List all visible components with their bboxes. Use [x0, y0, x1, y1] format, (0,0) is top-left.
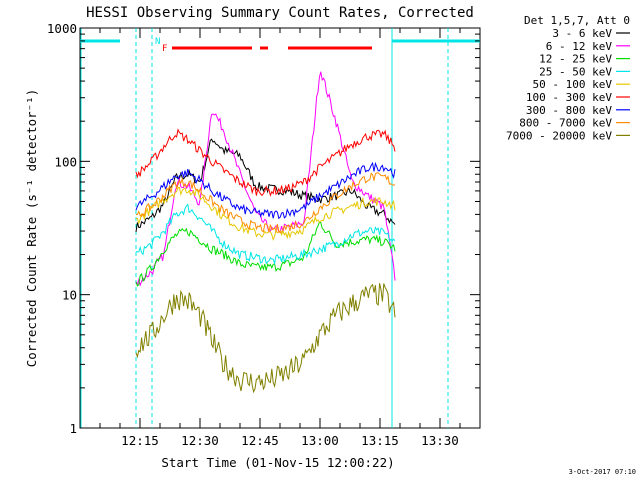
x-tick-label: 12:45 — [241, 433, 279, 448]
chart-title: HESSI Observing Summary Count Rates, Cor… — [86, 5, 474, 21]
series-line — [135, 172, 396, 234]
legend-label: 100 - 300 keV — [526, 91, 612, 104]
legend-label: 25 - 50 keV — [539, 65, 612, 78]
y-tick-label: 1 — [69, 421, 77, 436]
series-line — [135, 203, 396, 266]
night-flag-label: N — [155, 37, 160, 47]
x-tick-label: 13:15 — [361, 433, 399, 448]
timestamp: 3-Oct-2017 07:10 — [569, 468, 636, 476]
y-axis-label: Corrected Count Rate (s⁻¹ detector⁻¹) — [24, 89, 39, 367]
series-line — [135, 221, 396, 287]
legend-label: 12 - 25 keV — [539, 53, 612, 66]
legend-label: 800 - 7000 keV — [519, 117, 612, 130]
legend-title: Det 1,5,7, Att 0 — [524, 14, 630, 27]
x-tick-label: 13:30 — [421, 433, 459, 448]
plot-frame — [79, 27, 481, 429]
x-tick-label: 12:15 — [121, 433, 159, 448]
y-tick-label: 1000 — [47, 21, 77, 36]
series-lines — [135, 71, 396, 394]
series-line — [135, 186, 396, 241]
series-line — [135, 71, 396, 287]
legend-label: 7000 - 20000 keV — [506, 129, 612, 142]
series-line — [135, 283, 396, 394]
x-tick-label: 12:30 — [181, 433, 219, 448]
flare-flag-label: F — [162, 44, 167, 54]
x-tick-label: 13:00 — [301, 433, 339, 448]
axes: 12:15 12:30 12:45 13:00 13:15 13:30 1 10 100 1000 — [47, 21, 481, 448]
legend-label: 6 - 12 keV — [546, 40, 613, 53]
x-axis-label: Start Time (01-Nov-15 12:00:22) — [161, 455, 394, 470]
series-line — [135, 128, 396, 197]
legend-label: 50 - 100 keV — [533, 78, 613, 91]
y-tick-label: 10 — [62, 288, 77, 303]
series-line — [135, 161, 396, 220]
y-tick-label: 100 — [54, 154, 77, 169]
observing-flags: NF — [80, 28, 480, 428]
legend-label: 3 - 6 keV — [552, 27, 612, 40]
legend-label: 300 - 800 keV — [526, 104, 612, 117]
